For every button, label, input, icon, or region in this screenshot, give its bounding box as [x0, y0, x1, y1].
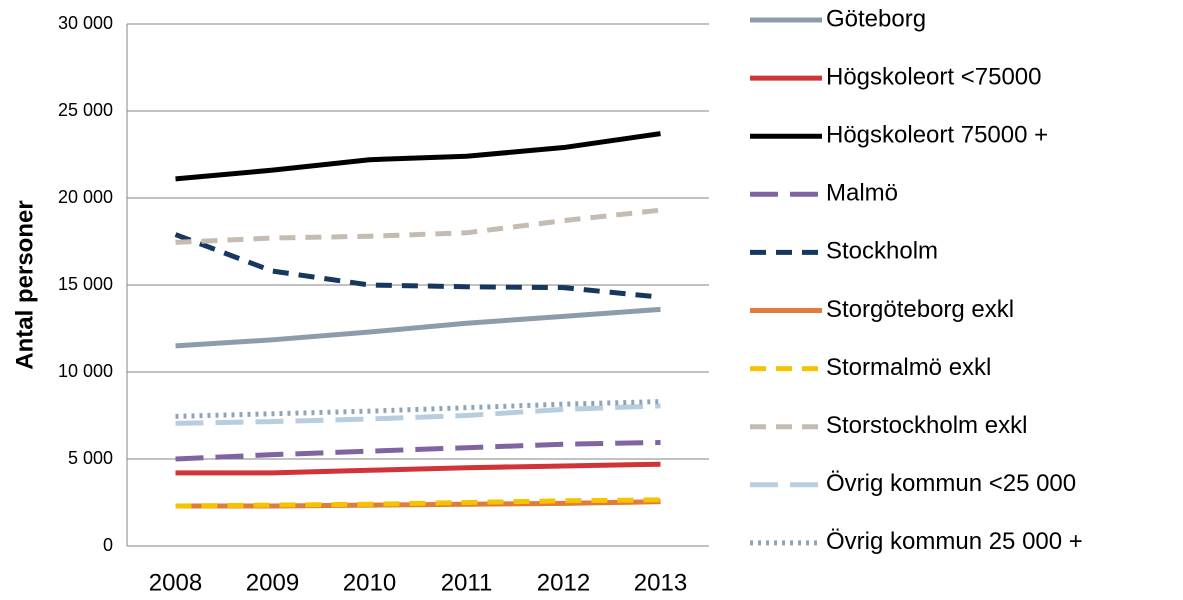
x-tick-label: 2008 — [149, 569, 202, 596]
x-tick-label: 2011 — [441, 569, 493, 596]
series-line — [175, 403, 661, 426]
x-tick-label: 2009 — [246, 569, 299, 596]
series-line — [175, 131, 661, 182]
legend-label: Storstockholm exkl — [826, 412, 1027, 439]
series-line — [175, 497, 661, 509]
y-axis-label: Antal personer — [11, 200, 38, 369]
legend-label: Övrig kommun <25 000 — [826, 470, 1076, 497]
legend-label: Malmö — [826, 180, 898, 207]
y-tick-label: 5 000 — [68, 448, 113, 468]
legend-label: Övrig kommun 25 000 + — [826, 528, 1083, 555]
x-tick-label: 2010 — [343, 569, 396, 596]
y-tick-label: 10 000 — [58, 361, 113, 381]
y-tick-label: 30 000 — [58, 13, 113, 33]
x-tick-label: 2013 — [634, 569, 687, 596]
x-tick-label: 2012 — [537, 569, 590, 596]
y-tick-label: 15 000 — [58, 274, 113, 294]
y-tick-label: 0 — [103, 535, 113, 555]
series-line — [175, 461, 661, 476]
series-line — [175, 306, 661, 349]
series-line — [175, 207, 661, 245]
y-tick-label: 20 000 — [58, 187, 113, 207]
series-line — [175, 439, 661, 462]
legend-label: Storgöteborg exkl — [826, 296, 1014, 323]
legend-label: Göteborg — [826, 5, 926, 32]
legend-label: Högskoleort 75000 + — [826, 122, 1048, 149]
legend-label: Stormalmö exkl — [826, 354, 991, 381]
legend-label: Stockholm — [826, 238, 938, 265]
series-line — [175, 399, 661, 419]
legend-label: Högskoleort <75000 — [826, 63, 1041, 90]
y-tick-label: 25 000 — [58, 100, 113, 120]
series-line — [174, 232, 661, 300]
